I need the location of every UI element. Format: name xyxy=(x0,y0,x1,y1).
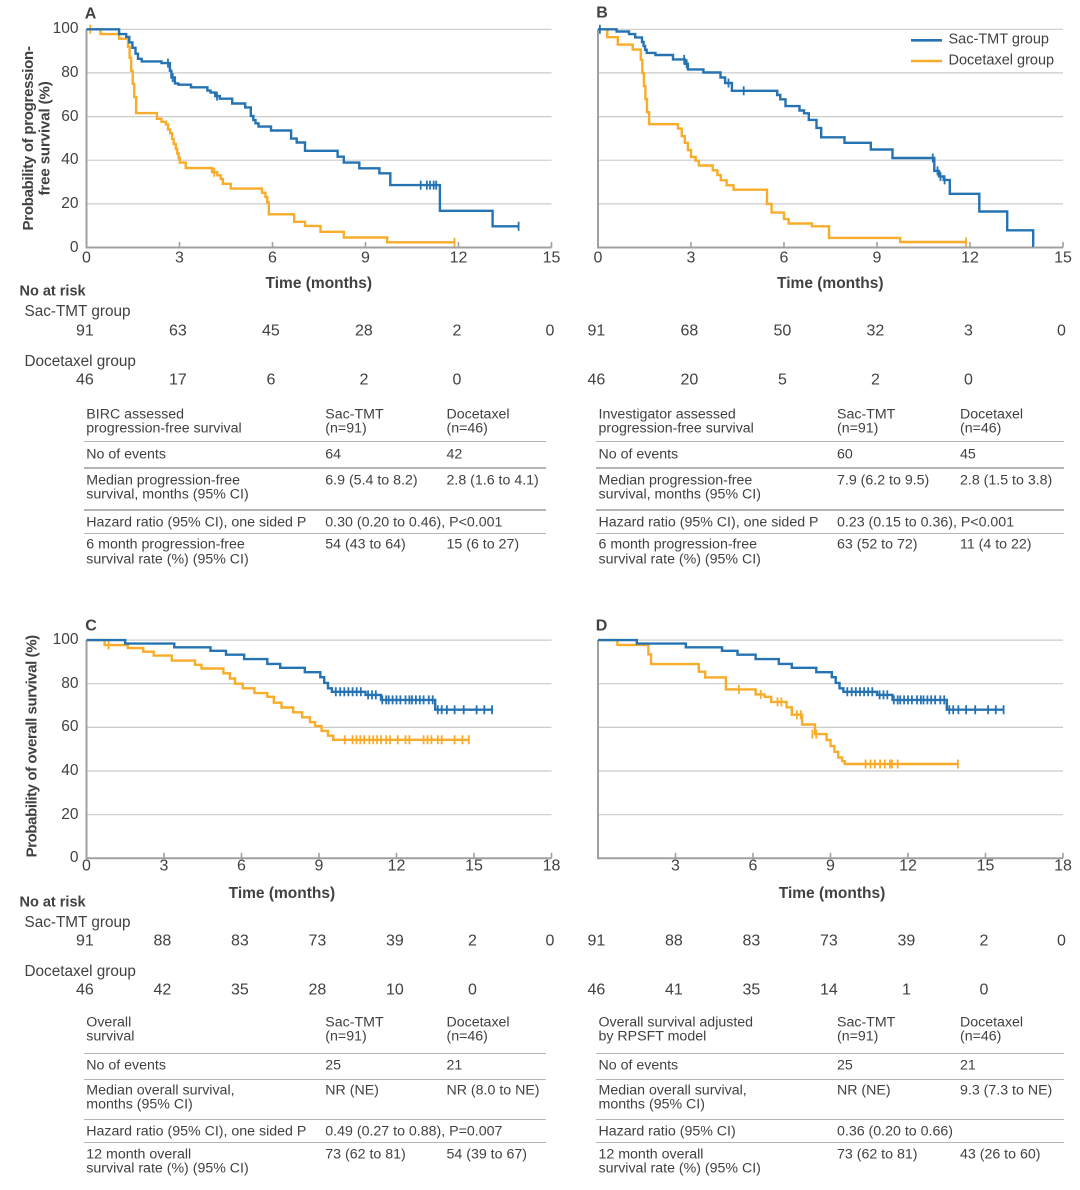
svg-text:Probability of overall surviva: Probability of overall survival (%) xyxy=(24,635,41,857)
svg-text:Probability of progression-: Probability of progression- xyxy=(20,46,37,230)
svg-text:free survival (%): free survival (%) xyxy=(37,81,54,195)
